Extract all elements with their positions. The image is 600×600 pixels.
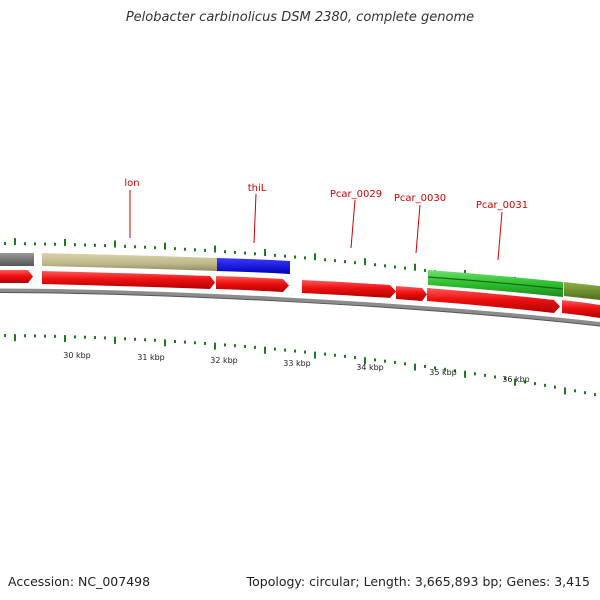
gene-label-lon: lon	[124, 178, 139, 189]
cds-arrow	[0, 270, 33, 283]
gene-label-pcar-0029: Pcar_0029	[330, 189, 382, 200]
gene-label-thil: thiL	[248, 183, 267, 194]
cds-arrow	[562, 300, 600, 318]
cds-arrow-pcar-0030	[396, 286, 427, 301]
gray-feature	[0, 253, 34, 266]
genome-title: Pelobacter carbinolicus DSM 2380, comple…	[125, 10, 475, 25]
cds-arrow-thil	[216, 276, 289, 292]
scale-label-31kbp: 31 kbp	[137, 353, 165, 362]
scale-label-36kbp: 36 kbp	[502, 375, 530, 384]
accession-label: Accession: NC_007498	[8, 574, 151, 589]
label-line-thil	[253, 193, 257, 244]
cds-arrow-pcar-0031	[427, 288, 560, 313]
green-feature	[428, 270, 563, 297]
scale-label-33kbp: 33 kbp	[283, 359, 311, 368]
label-line-pcar-0030	[415, 204, 421, 254]
label-line-pcar-0029	[350, 199, 356, 249]
lower-tick-marks	[4, 334, 596, 397]
khaki-feature	[42, 253, 217, 271]
scale-label-32kbp: 32 kbp	[210, 356, 238, 365]
genome-backbone-shade	[0, 292, 600, 327]
blue-feature	[217, 258, 290, 274]
gene-label-pcar-0031: Pcar_0031	[476, 200, 528, 211]
cds-arrow-lon	[42, 271, 215, 289]
genome-backbone	[0, 288, 600, 326]
gene-label-pcar-0030: Pcar_0030	[394, 193, 446, 204]
green-feature-stripe	[427, 276, 564, 290]
scale-label-30kbp: 30 kbp	[63, 351, 91, 360]
olive-feature	[564, 282, 600, 300]
cds-arrow-pcar-0029	[302, 280, 396, 298]
scale-label-35kbp: 35 kbp	[429, 368, 457, 377]
scale-label-34kbp: 34 kbp	[356, 363, 384, 372]
topology-summary: Topology: circular; Length: 3,665,893 bp…	[246, 574, 590, 589]
label-line-pcar-0031	[497, 211, 503, 261]
